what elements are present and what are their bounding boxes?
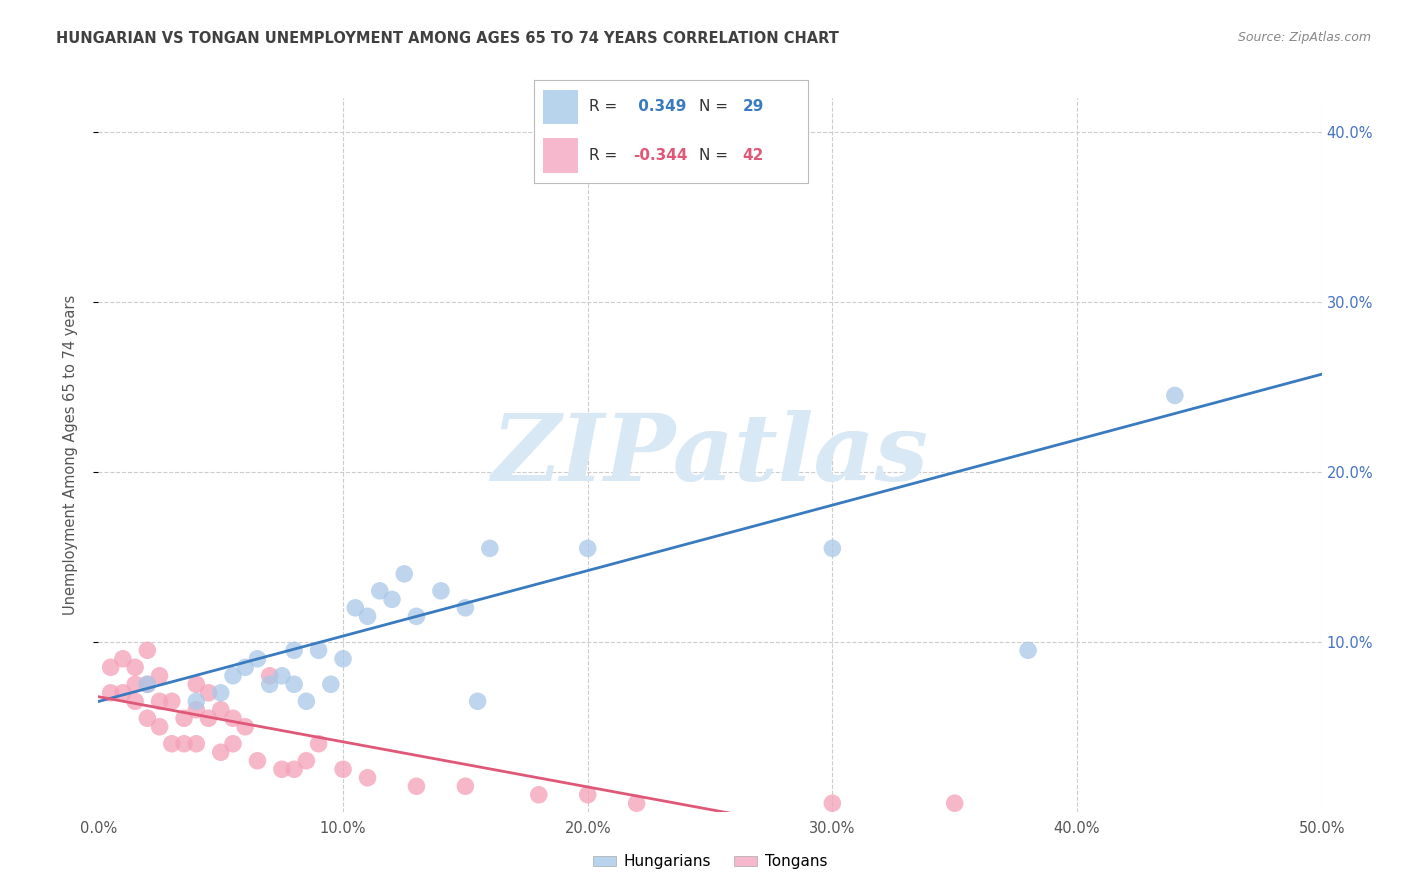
Text: HUNGARIAN VS TONGAN UNEMPLOYMENT AMONG AGES 65 TO 74 YEARS CORRELATION CHART: HUNGARIAN VS TONGAN UNEMPLOYMENT AMONG A… bbox=[56, 31, 839, 46]
Point bbox=[111, 686, 134, 700]
Point bbox=[246, 652, 269, 666]
Point bbox=[160, 694, 183, 708]
Point bbox=[430, 583, 453, 598]
Point bbox=[160, 737, 183, 751]
Point bbox=[209, 686, 232, 700]
Point bbox=[332, 652, 354, 666]
Point bbox=[124, 694, 146, 708]
Text: N =: N = bbox=[699, 99, 733, 114]
Point bbox=[467, 694, 489, 708]
Point bbox=[149, 720, 172, 734]
Point bbox=[209, 703, 232, 717]
Point bbox=[173, 737, 195, 751]
Point bbox=[186, 677, 208, 691]
Point bbox=[100, 660, 122, 674]
Point bbox=[270, 669, 294, 683]
Text: R =: R = bbox=[589, 148, 623, 162]
Point bbox=[124, 660, 146, 674]
Point bbox=[283, 643, 305, 657]
Point bbox=[356, 771, 378, 785]
Point bbox=[344, 600, 367, 615]
Point bbox=[308, 737, 330, 751]
Point bbox=[368, 583, 391, 598]
Point bbox=[136, 711, 159, 725]
Point bbox=[392, 566, 416, 581]
Point bbox=[259, 669, 281, 683]
Point bbox=[405, 779, 427, 793]
Point bbox=[136, 677, 159, 691]
Point bbox=[381, 592, 404, 607]
Point bbox=[246, 754, 269, 768]
Text: ZIPatlas: ZIPatlas bbox=[492, 410, 928, 500]
Point bbox=[283, 677, 305, 691]
Point bbox=[149, 669, 172, 683]
Point bbox=[222, 711, 245, 725]
Point bbox=[186, 703, 208, 717]
Point bbox=[197, 711, 219, 725]
Point bbox=[149, 694, 172, 708]
Point bbox=[478, 541, 501, 556]
Point bbox=[454, 600, 477, 615]
Text: R =: R = bbox=[589, 99, 623, 114]
Point bbox=[1164, 388, 1187, 402]
Point bbox=[136, 643, 159, 657]
Text: 0.349: 0.349 bbox=[633, 99, 686, 114]
Legend: Hungarians, Tongans: Hungarians, Tongans bbox=[586, 848, 834, 875]
Point bbox=[100, 686, 122, 700]
Point bbox=[821, 796, 844, 810]
Text: -0.344: -0.344 bbox=[633, 148, 688, 162]
Bar bbox=[543, 89, 578, 124]
Point bbox=[136, 677, 159, 691]
Point bbox=[259, 677, 281, 691]
Text: 42: 42 bbox=[742, 148, 763, 162]
Point bbox=[650, 168, 672, 182]
Point bbox=[332, 762, 354, 776]
Point bbox=[222, 669, 245, 683]
Point bbox=[943, 796, 966, 810]
Point bbox=[209, 745, 232, 759]
Point bbox=[283, 762, 305, 776]
Point bbox=[319, 677, 342, 691]
Text: N =: N = bbox=[699, 148, 733, 162]
Point bbox=[233, 660, 256, 674]
Point bbox=[173, 711, 195, 725]
Point bbox=[405, 609, 427, 624]
Point bbox=[186, 737, 208, 751]
Point bbox=[356, 609, 378, 624]
Point bbox=[1017, 643, 1039, 657]
Point bbox=[576, 788, 599, 802]
Point bbox=[270, 762, 294, 776]
Point bbox=[295, 754, 318, 768]
Point bbox=[186, 694, 208, 708]
Point bbox=[626, 796, 648, 810]
Text: Source: ZipAtlas.com: Source: ZipAtlas.com bbox=[1237, 31, 1371, 45]
Point bbox=[233, 720, 256, 734]
Point bbox=[111, 652, 134, 666]
Point bbox=[527, 788, 550, 802]
Text: 29: 29 bbox=[742, 99, 763, 114]
Point bbox=[295, 694, 318, 708]
Point bbox=[197, 686, 219, 700]
Point bbox=[308, 643, 330, 657]
Point bbox=[222, 737, 245, 751]
Point bbox=[576, 541, 599, 556]
Point bbox=[454, 779, 477, 793]
Bar bbox=[543, 137, 578, 173]
Point bbox=[124, 677, 146, 691]
Point bbox=[821, 541, 844, 556]
Y-axis label: Unemployment Among Ages 65 to 74 years: Unemployment Among Ages 65 to 74 years bbox=[63, 294, 77, 615]
